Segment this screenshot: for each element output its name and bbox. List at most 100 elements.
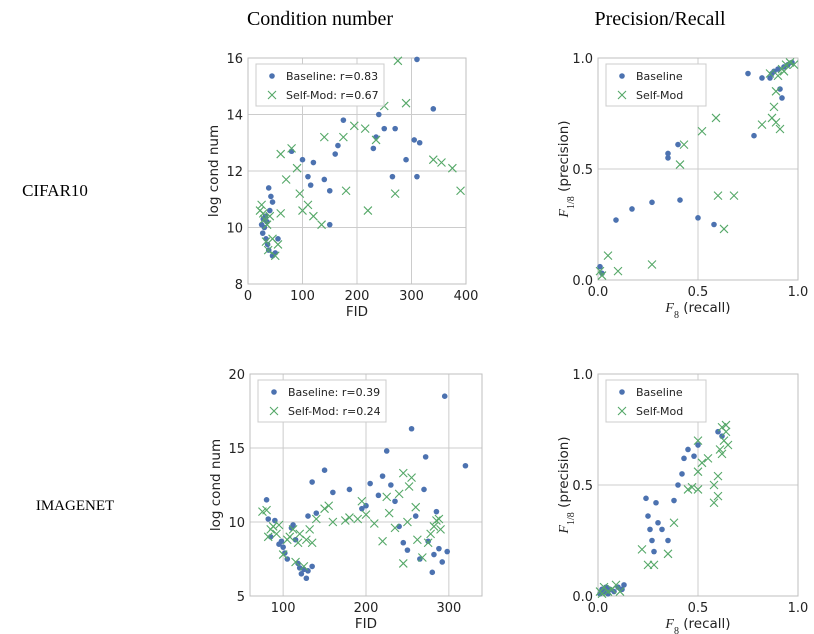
selfmod-point [615,587,625,596]
selfmod-point [789,60,799,70]
selfmod-point [394,489,404,499]
selfmod-point [360,124,370,134]
selfmod-point [384,508,394,518]
selfmod-point [456,186,465,196]
selfmod-point [693,436,703,445]
selfmod-point [378,536,387,546]
baseline-point [379,473,386,479]
selfmod-point [713,491,723,501]
baseline-point [649,537,655,544]
legend-baseline-label: Baseline: r=0.83 [286,70,378,83]
baseline-point [685,446,691,453]
chart-cifar10-condition-number: 0 100 200 300 400 8 10 12 14 16 FID log cond num Bas… [206,52,478,320]
baseline-point [392,498,398,505]
selfmod-point [693,485,703,494]
legend-box [605,379,707,423]
selfmod-point [393,56,403,66]
baseline-point [645,513,651,519]
selfmod-point [426,529,436,539]
baseline-point [675,482,681,488]
selfmod-point [771,86,781,96]
plot-frame [597,373,799,597]
y-tick-label: 0.5 [572,163,593,178]
column-title-condition-number: Condition number [247,8,393,30]
y-tick-label: 15 [228,442,245,457]
x-tick-label: 0.0 [588,285,609,300]
selfmod-point [781,60,791,70]
selfmod-point [261,237,271,247]
plot-frame [249,373,483,597]
selfmod-point [773,71,783,81]
selfmod-point [434,514,444,524]
baseline-point [392,125,398,132]
baseline-point [659,526,665,533]
baseline-point [290,522,296,528]
chart-cifar10-precision-recall: 0.0 0.5 1.0 0.0 0.5 1.0 F8 (recall) F1/8 (preci… [556,52,808,321]
baseline-point [263,236,269,242]
baseline-point [278,538,285,545]
selfmod-point [597,271,607,280]
baseline-point [621,582,627,588]
selfmod-point [338,132,348,142]
selfmod-point [281,175,291,184]
baseline-point [411,137,418,143]
selfmod-point [715,445,725,454]
baseline-point [404,547,411,553]
baseline-point [269,199,276,205]
baseline-point [332,151,339,157]
selfmod-point [273,240,283,249]
selfmod-point [703,453,713,463]
selfmod-point [769,102,779,112]
selfmod-point [295,189,305,198]
baseline-point [265,185,272,191]
baseline-point [340,117,347,123]
baseline-point [346,486,353,493]
baseline-point [613,217,619,223]
baseline-point [779,95,785,101]
baseline-point [695,442,701,448]
selfmod-point [311,514,321,524]
selfmod-point [729,191,739,201]
x-tick-label: 100 [290,289,315,304]
selfmod-point [663,549,673,559]
x-tick-label: 0.5 [688,285,709,300]
legend-selfmod-label: Self-Mod [636,405,683,418]
selfmod-point [697,126,707,136]
x-tick-label: 100 [271,601,296,616]
legend-baseline-marker [619,73,625,79]
selfmod-point [597,589,607,599]
selfmod-point [713,471,723,481]
legend-selfmod-label: Self-Mod: r=0.67 [286,89,379,102]
selfmod-point [683,485,693,494]
baseline-point [375,492,382,499]
selfmod-point [687,482,697,492]
baseline-point [777,86,783,92]
data-points [255,56,465,261]
selfmod-point [647,260,657,269]
x-tick-label: 0 [244,289,252,304]
y-tick-label: 1.0 [572,52,593,67]
selfmod-point [272,529,281,539]
selfmod-point [268,522,278,531]
baseline-point [389,173,396,180]
baseline-point [436,545,442,552]
chart-imagenet-condition-number: 100 200 300 5 10 15 20 FID log cond num Baseline:… [208,368,483,632]
selfmod-point [429,522,439,531]
selfmod-point [303,200,313,210]
selfmod-point [407,473,416,482]
column-title-precision-recall: Precision/Recall [594,8,726,30]
selfmod-point [278,550,288,559]
selfmod-point [369,519,379,528]
x-tick-label: 400 [454,289,479,304]
selfmod-point [265,211,275,221]
selfmod-point [403,517,412,527]
baseline-point [313,510,320,516]
legend-selfmod-marker [269,406,279,416]
baseline-point [326,187,333,194]
baseline-point [597,263,603,270]
selfmod-point [679,140,689,149]
baseline-point [330,489,336,496]
legend-baseline-label: Baseline [636,70,683,83]
selfmod-point [345,513,354,522]
baseline-point [745,70,751,77]
